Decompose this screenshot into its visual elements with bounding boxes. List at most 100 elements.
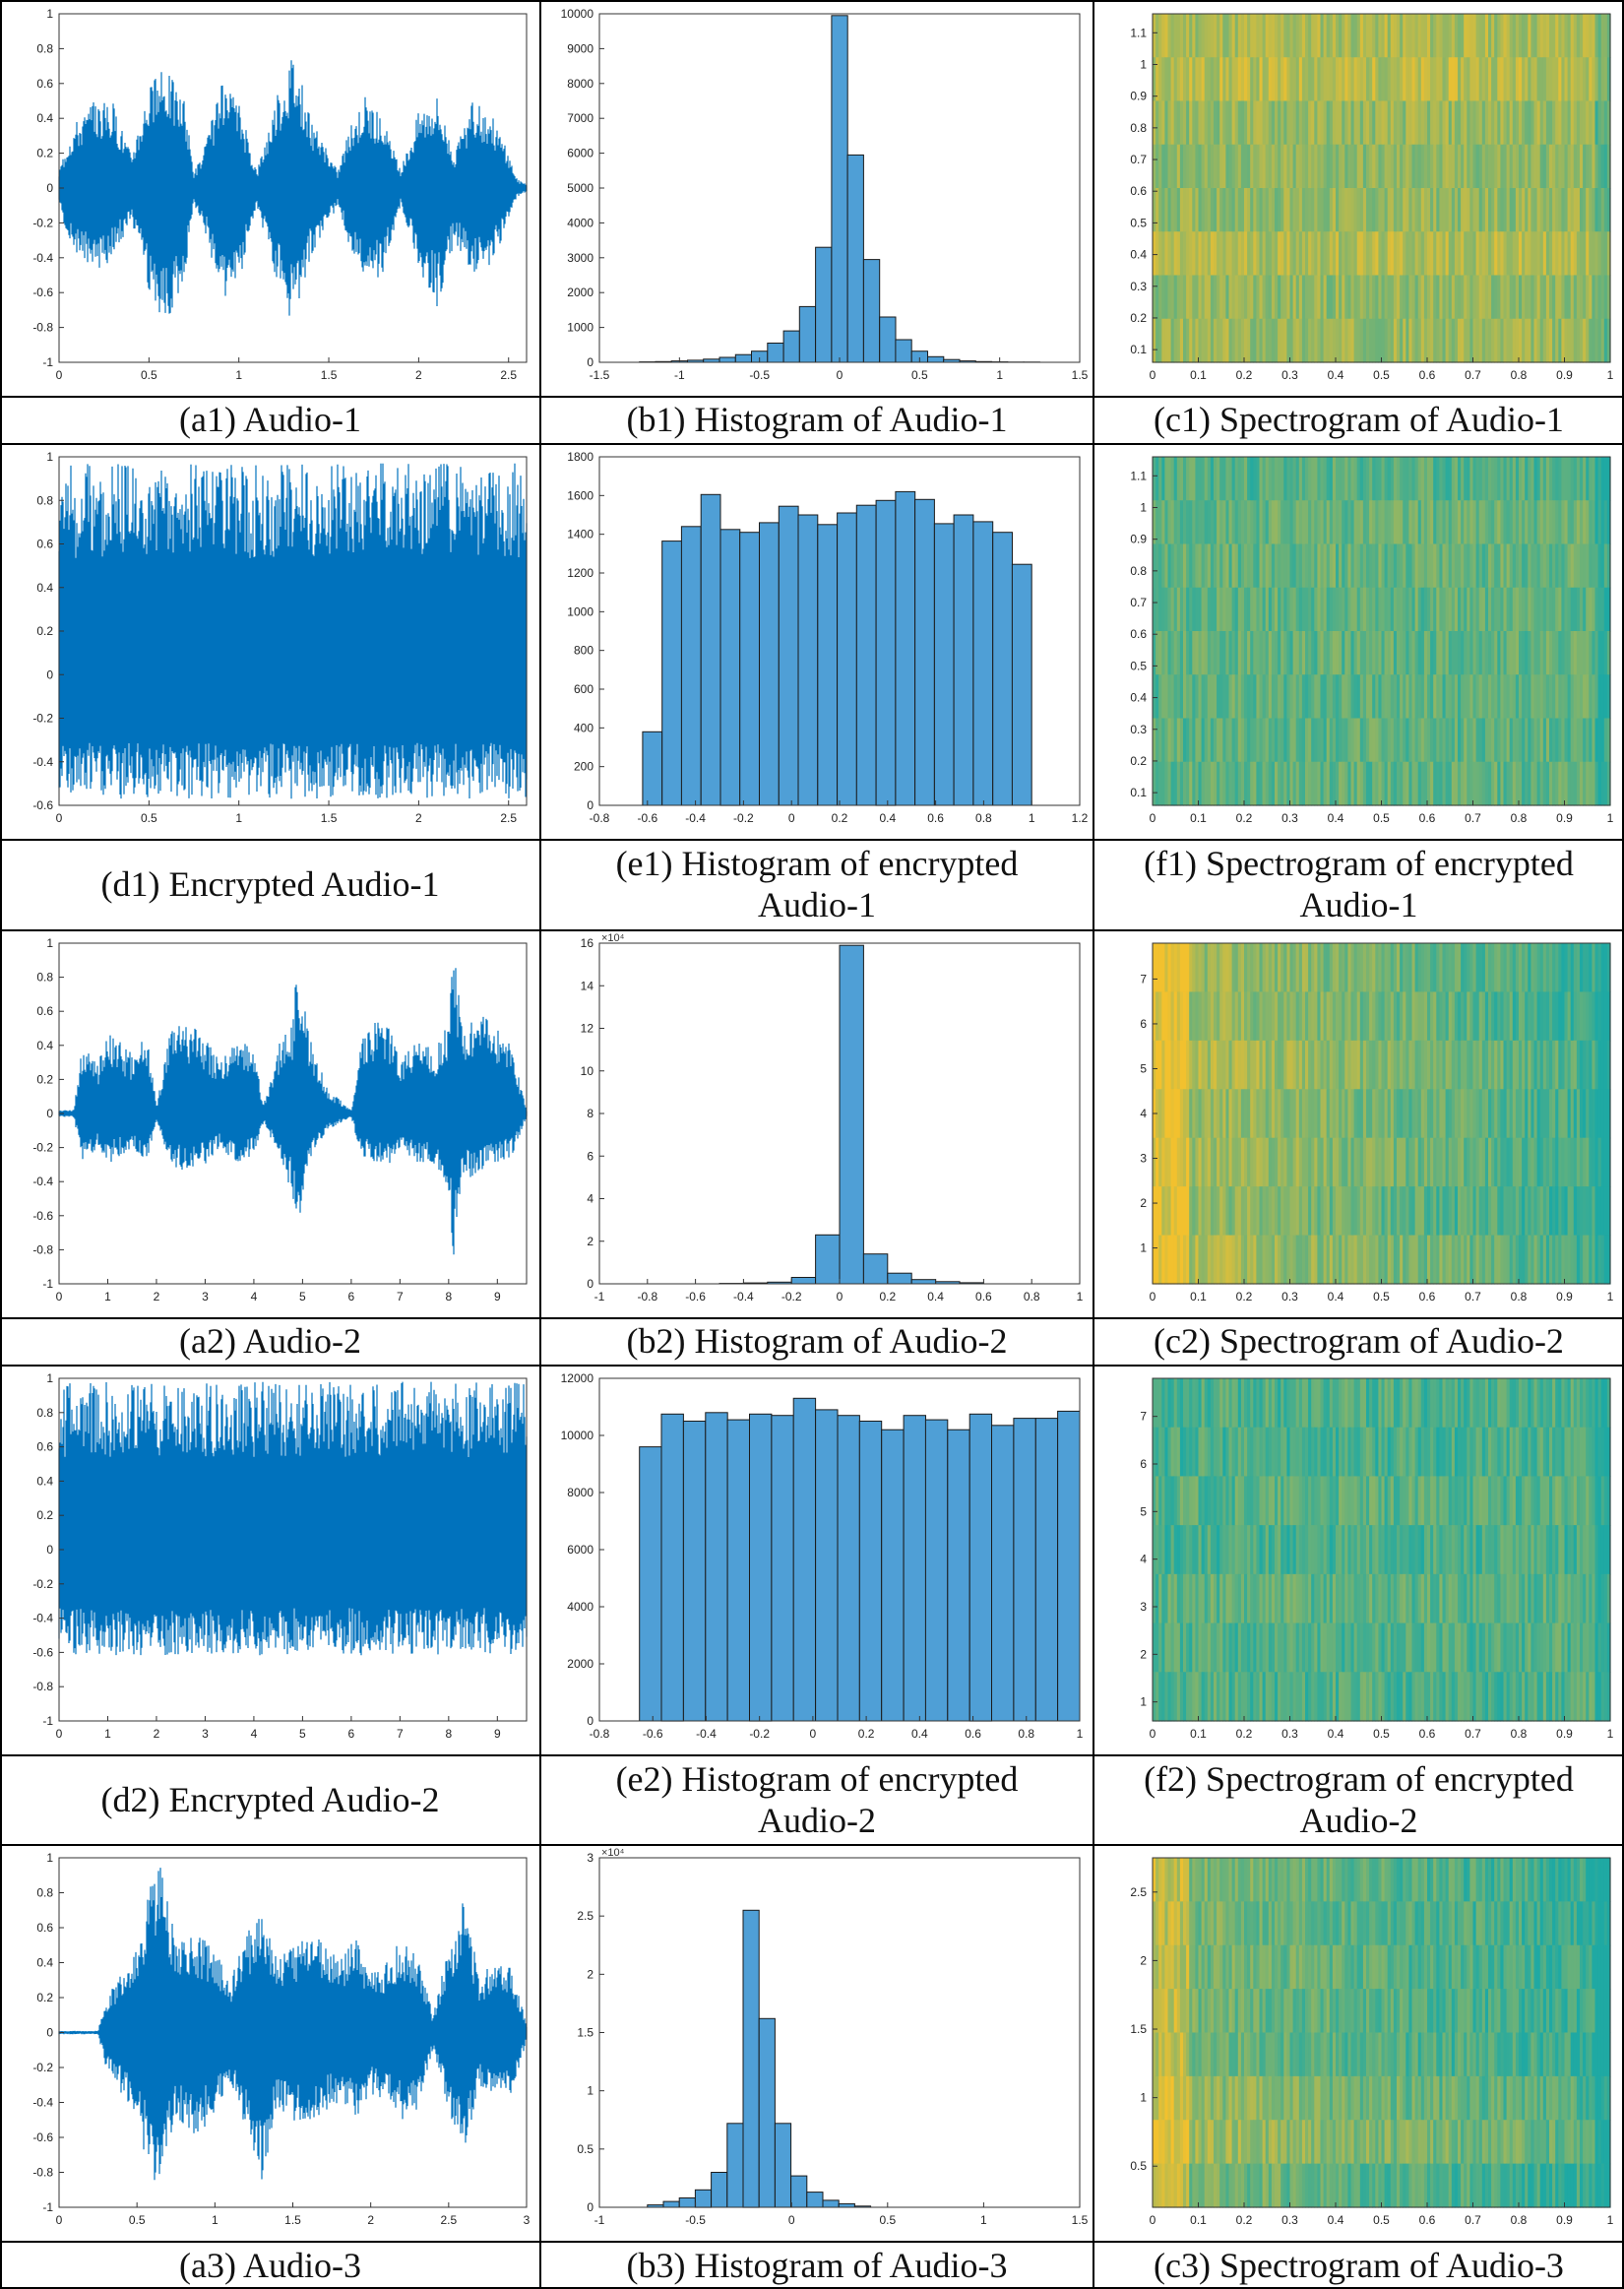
spectrogram-cell [1210, 761, 1215, 806]
spectrogram-cell [1417, 1573, 1422, 1624]
spectrogram-cell [1158, 457, 1162, 501]
spectrogram-cell [1558, 674, 1562, 720]
x-tick-label: 0 [56, 811, 63, 825]
spectrogram-cell [1222, 761, 1226, 806]
spectrogram-cell [1256, 1622, 1261, 1673]
spectrogram-cell [1344, 1427, 1348, 1478]
spectrogram-cell [1542, 1427, 1547, 1478]
spectrogram-cell [1237, 1476, 1242, 1526]
spectrogram-cell [1387, 943, 1392, 993]
spectrogram-cell [1289, 991, 1294, 1042]
spectrogram-cell [1469, 457, 1474, 501]
spectrogram-cell [1478, 1235, 1483, 1285]
spectrogram-cell [1219, 674, 1223, 720]
y-tick-label: 14 [581, 979, 594, 992]
spectrogram-cell [1158, 991, 1162, 1042]
spectrogram-cell [1390, 718, 1395, 763]
spectrogram-cell [1259, 1137, 1264, 1187]
spectrogram-cell [1332, 674, 1337, 720]
spectrogram-cell [1275, 1378, 1279, 1429]
spectrogram-cell [1586, 1525, 1590, 1575]
spectrogram-cell [1555, 1427, 1559, 1478]
spectrogram-cell [1342, 500, 1345, 545]
spectrogram-cell [1454, 991, 1459, 1042]
spectrogram-cell [1308, 761, 1312, 806]
spectrogram-cell [1326, 991, 1331, 1042]
spectrogram-cell [1253, 631, 1257, 675]
spectrogram-cell [1545, 1525, 1550, 1575]
spectrogram-cell [1411, 500, 1416, 545]
spectrogram-cell [1268, 1622, 1273, 1673]
spectrogram-cell [1228, 1672, 1233, 1722]
spectrogram-cell [1286, 188, 1291, 232]
x-tick-label: -0.5 [749, 368, 770, 382]
spectrogram-cell [1458, 57, 1462, 102]
spectrogram-cell [1481, 457, 1486, 501]
spectrogram-cell [1189, 318, 1193, 363]
spectrogram-cell [1289, 943, 1294, 993]
spectrogram-cell [1445, 631, 1450, 675]
spectrogram-cell [1378, 1476, 1383, 1526]
spectrogram-cell [1356, 500, 1361, 545]
spectrogram-cell [1461, 14, 1465, 58]
spectrogram-cell [1400, 1622, 1404, 1673]
spectrogram-cell [1222, 1235, 1226, 1285]
spectrogram-cell [1458, 1622, 1462, 1673]
spectrogram-cell [1536, 943, 1541, 993]
spectrogram-cell [1600, 318, 1605, 363]
spectrogram-cell [1442, 144, 1447, 189]
spectrogram-cell [1467, 587, 1470, 632]
spectrogram-cell [1539, 1235, 1544, 1285]
spectrogram-cell [1167, 943, 1172, 993]
spectrogram-cell [1603, 1573, 1608, 1624]
spectrogram-cell [1497, 1427, 1501, 1478]
x-tick-label: 1 [996, 368, 1003, 382]
spectrogram-cell [1417, 100, 1422, 146]
spectrogram-cell [1519, 100, 1523, 146]
y-tick-label: 0.8 [36, 971, 53, 985]
spectrogram-cell [1350, 1186, 1355, 1237]
spectrogram-cell [1301, 587, 1306, 632]
spectrogram-cell [1278, 674, 1281, 720]
spectrogram-cell [1280, 1378, 1284, 1429]
spectrogram-cell [1176, 631, 1181, 675]
spectrogram-cell [1519, 188, 1523, 232]
spectrogram-cell [1430, 457, 1434, 501]
spectrogram-cell [1167, 500, 1172, 545]
spectrogram-cell [1475, 100, 1480, 146]
spectrogram-cell [1393, 14, 1398, 58]
spectrogram-cell [1430, 1525, 1434, 1575]
spectrogram-cell [1347, 1427, 1352, 1478]
spectrogram-cell [1549, 188, 1553, 232]
spectrogram-cell [1271, 144, 1276, 189]
caption-c2: (c2) Spectrogram of Audio-2 [1095, 1318, 1622, 1364]
spectrogram-cell [1222, 57, 1226, 102]
spectrogram-cell [1332, 188, 1337, 232]
spectrogram-cell [1405, 100, 1409, 146]
spectrogram-cell [1603, 457, 1608, 501]
spectrogram-cell [1280, 1672, 1284, 1722]
spectrogram-cell [1384, 1040, 1389, 1090]
spectrogram-cell [1222, 100, 1226, 146]
grid-line [0, 1317, 1624, 1319]
spectrogram-cell [1451, 1378, 1456, 1429]
spectrogram-cell [1503, 587, 1508, 632]
spectrogram-cell [1359, 144, 1364, 189]
spectrogram-cell [1231, 674, 1236, 720]
histogram-bar [837, 1415, 860, 1722]
spectrogram-cell [1481, 100, 1486, 146]
spectrogram-cell [1183, 991, 1187, 1042]
spectrogram-cell [1201, 1525, 1206, 1575]
spectrogram-cell [1179, 144, 1184, 189]
spectrogram-cell [1433, 57, 1437, 102]
spectrogram-cell [1201, 1573, 1206, 1624]
spectrogram-cell [1240, 718, 1245, 763]
spectrogram-cell [1186, 318, 1190, 363]
spectrogram-cell [1472, 718, 1477, 763]
spectrogram-cell [1405, 500, 1409, 545]
spectrogram-cell [1481, 1378, 1486, 1429]
spectrogram-cell [1536, 1476, 1541, 1526]
spectrogram-cell [1400, 674, 1404, 720]
spectrogram-cell [1408, 231, 1413, 277]
spectrogram-cell [1417, 1622, 1422, 1673]
